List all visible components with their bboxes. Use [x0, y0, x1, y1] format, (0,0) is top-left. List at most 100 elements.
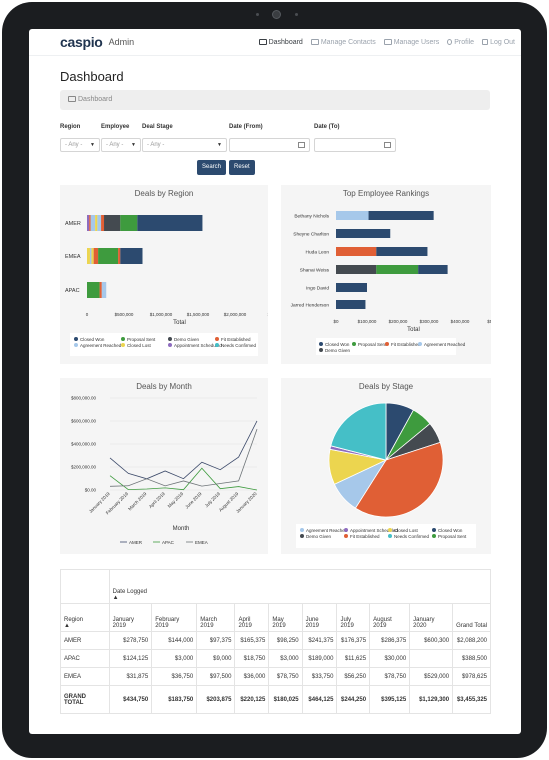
legend-swatch	[352, 342, 356, 346]
caret-down-icon: ▼	[131, 142, 136, 148]
column-header: June 2019	[301, 603, 338, 632]
table-cell: $244,250	[336, 685, 371, 714]
bar-segment	[93, 248, 99, 264]
series-line-emea	[109, 429, 258, 487]
legend-label: Closed Lost	[127, 343, 152, 348]
reset-button[interactable]: Reset	[229, 160, 255, 175]
nav-logout[interactable]: Log Out	[482, 38, 515, 46]
deals-by-month-chart: $0.00 $200,000.00 $400,000.00 $600,000.00 $8…	[71, 396, 258, 546]
legend-swatch	[385, 342, 389, 346]
pie-slice-needs-confirmed	[330, 402, 387, 461]
y-tick-label: $400,000.00	[71, 442, 97, 447]
row-header: APAC	[60, 649, 110, 668]
bar-segment	[368, 211, 434, 220]
date-to-input[interactable]	[314, 138, 396, 152]
region-select[interactable]: - Any - ▼	[60, 138, 100, 152]
legend-swatch	[300, 528, 304, 532]
legend-label: Closed Lost	[394, 528, 419, 533]
contacts-icon	[310, 38, 319, 45]
column-header: February 2019	[151, 603, 198, 632]
deal-stage-select[interactable]: - Any - ▼	[142, 138, 227, 152]
table-cell: $2,088,200	[452, 631, 491, 650]
x-tick-label: $2,000,000	[224, 312, 247, 317]
top-employee-rankings-chart: Bethany Nichols Sheyne Charlton Huda Leon S…	[291, 211, 491, 355]
nav-links: Dashboard Manage Contacts Manage Users P…	[258, 38, 515, 46]
region-header[interactable]: Region ▲	[60, 603, 110, 632]
dashboard-icon	[258, 38, 267, 45]
legend-swatch	[432, 534, 436, 538]
table-cell: $3,000	[268, 649, 303, 668]
calendar-icon[interactable]	[384, 142, 391, 148]
x-tick-label: $500,000	[115, 312, 134, 317]
table-cell: $189,000	[301, 649, 338, 668]
table-cell: $183,750	[151, 685, 198, 714]
column-header: January 2019	[108, 603, 153, 632]
table-cell: $97,500	[196, 667, 236, 686]
bar-segment	[89, 215, 91, 231]
y-tick-label: $200,000.00	[71, 465, 97, 470]
column-header: January 2020	[409, 603, 454, 632]
bar-segment	[87, 282, 100, 298]
y-tick-label: $0.00	[85, 488, 97, 493]
bar-segment	[98, 248, 119, 264]
nav-dashboard[interactable]: Dashboard	[258, 38, 303, 46]
caspio-logo[interactable]: caspio	[60, 34, 103, 50]
y-tick-label: $800,000.00	[71, 396, 97, 401]
bar-segment	[418, 265, 448, 274]
nav-profile[interactable]: Profile	[447, 38, 474, 46]
legend-label: AMER	[129, 540, 143, 545]
legend-swatch	[388, 528, 392, 532]
profile-icon	[447, 38, 453, 45]
employee-select[interactable]: - Any - ▼	[101, 138, 141, 152]
column-header: March 2019	[196, 603, 236, 632]
app-screen: caspio Admin Dashboard Manage Contacts M…	[29, 29, 521, 734]
date-from-input[interactable]	[229, 138, 310, 152]
legend-label: Agreement Reached	[306, 528, 348, 533]
bar-segment	[99, 282, 102, 298]
table-cell: $220,125	[234, 685, 270, 714]
table-cell: $97,375	[196, 631, 236, 650]
legend-label: Fit Established	[391, 342, 421, 347]
date-logged-header[interactable]: Date Logged ▲	[108, 569, 492, 604]
legend-label: Proposal Sent	[127, 337, 156, 342]
column-header: May 2019	[268, 603, 303, 632]
calendar-icon[interactable]	[298, 142, 305, 148]
x-axis-label: Total	[173, 320, 186, 326]
breadcrumb: Dashboard	[60, 90, 490, 110]
date-from-label: Date (From)	[229, 124, 263, 130]
legend-box	[70, 333, 258, 356]
table-cell: $395,125	[369, 685, 411, 714]
bar-segment	[97, 215, 102, 231]
table-cell: $98,250	[268, 631, 303, 650]
category-label: Ingo David	[306, 286, 329, 292]
legend-swatch	[418, 342, 422, 346]
deals-by-stage-chart: Agreement Reached Appointment ScheduledCl…	[296, 402, 476, 548]
breadcrumb-item[interactable]: Dashboard	[78, 96, 113, 103]
legend-label: Closed Won	[438, 528, 463, 533]
legend-label: EMEA	[195, 540, 208, 545]
logout-icon	[482, 38, 489, 45]
legend-label: Appointment Scheduled	[174, 343, 222, 348]
deals-by-stage-panel: Deals by Stage Agreement Reached Appointm…	[281, 378, 491, 554]
legend-swatch	[168, 337, 172, 341]
table-cell: $30,000	[369, 649, 411, 668]
search-button[interactable]: Search	[197, 160, 227, 175]
sensor-dot	[256, 13, 259, 16]
caret-down-icon: ▼	[217, 142, 222, 148]
bar-segment	[336, 265, 377, 274]
nav-manage-users[interactable]: Manage Users	[383, 38, 439, 46]
table-cell: $176,375	[336, 631, 371, 650]
table-cell: $1,129,300	[409, 685, 454, 714]
category-label: Huda Leon	[306, 250, 330, 256]
nav-manage-contacts[interactable]: Manage Contacts	[310, 38, 376, 46]
category-label: Jarred Henderson	[291, 303, 330, 309]
row-header: GRAND TOTAL	[60, 685, 110, 714]
x-axis-label: Month	[173, 526, 190, 532]
x-tick-label: $300,000	[420, 319, 439, 324]
bar-segment	[120, 248, 143, 264]
legend-label: Demo Given	[325, 348, 351, 353]
legend-box	[316, 338, 456, 355]
x-tick-label: $400,000	[451, 319, 470, 324]
legend-swatch	[74, 337, 78, 341]
